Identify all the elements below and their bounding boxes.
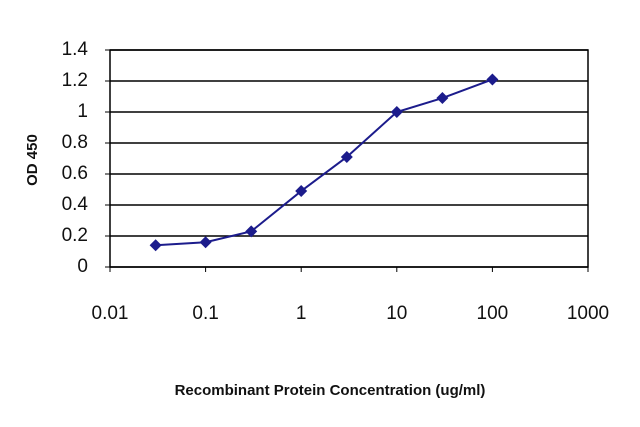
- data-point: [340, 150, 353, 163]
- y-tick-label: 0.8: [62, 132, 88, 153]
- y-tick-label: 0.4: [62, 194, 89, 215]
- y-tick-label: 1: [77, 101, 88, 122]
- y-tick-label: 0.2: [62, 225, 88, 246]
- y-tick-label: 0.6: [62, 163, 88, 184]
- x-tick-label: 1: [296, 303, 307, 324]
- data-point: [436, 92, 449, 105]
- data-point: [295, 185, 308, 198]
- x-axis-title: Recombinant Protein Concentration (ug/ml…: [175, 382, 486, 399]
- data-point: [486, 73, 499, 86]
- x-tick-label: 0.1: [192, 303, 218, 324]
- y-tick-label: 1.4: [62, 39, 89, 60]
- x-tick-label: 0.01: [92, 303, 129, 324]
- data-point: [245, 225, 258, 238]
- data-point: [199, 236, 212, 249]
- x-tick-label: 100: [477, 303, 509, 324]
- data-line: [155, 78, 493, 247]
- y-axis-title: OD 450: [24, 134, 41, 186]
- y-tick-label: 1.2: [62, 70, 88, 91]
- x-tick-label: 1000: [567, 303, 609, 324]
- x-tick-label: 10: [386, 303, 407, 324]
- y-tick-label: 0: [77, 256, 88, 277]
- data-point: [149, 239, 162, 252]
- data-point: [390, 106, 403, 118]
